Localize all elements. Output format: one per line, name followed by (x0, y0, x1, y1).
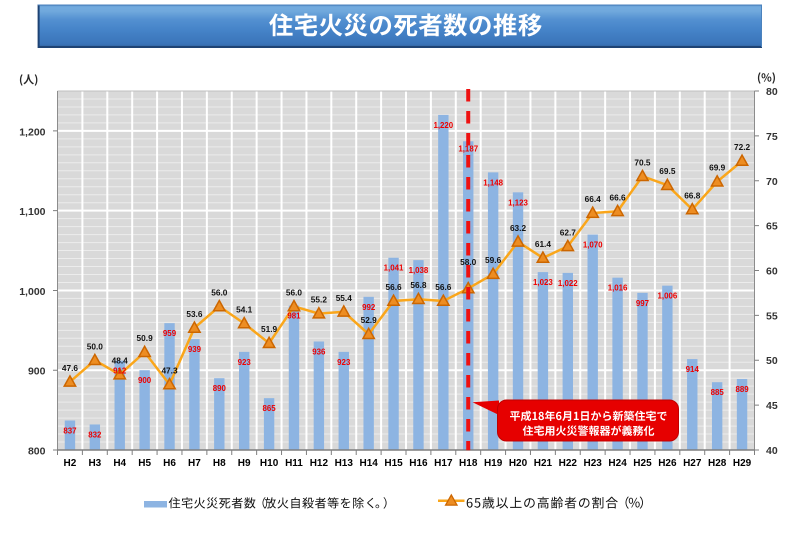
svg-text:939: 939 (188, 345, 202, 354)
svg-text:900: 900 (28, 366, 46, 378)
svg-text:47.3: 47.3 (161, 365, 178, 375)
svg-text:62.7: 62.7 (560, 227, 577, 237)
svg-text:H27: H27 (683, 458, 702, 469)
svg-text:53.6: 53.6 (186, 309, 203, 319)
svg-text:997: 997 (636, 299, 650, 308)
svg-text:58.0: 58.0 (460, 257, 477, 267)
svg-text:1,100: 1,100 (19, 206, 45, 218)
svg-text:80: 80 (766, 86, 778, 98)
svg-text:H10: H10 (260, 458, 279, 469)
svg-text:1,023: 1,023 (533, 278, 553, 287)
svg-text:1,006: 1,006 (658, 292, 678, 301)
svg-text:72.2: 72.2 (734, 142, 751, 152)
svg-text:54.1: 54.1 (236, 304, 253, 314)
svg-text:900: 900 (138, 376, 152, 385)
svg-text:1,022: 1,022 (558, 279, 578, 288)
svg-text:H19: H19 (484, 458, 503, 469)
svg-text:800: 800 (28, 446, 46, 458)
svg-text:H23: H23 (584, 458, 603, 469)
svg-text:1,038: 1,038 (409, 266, 429, 275)
svg-text:H4: H4 (113, 458, 126, 469)
svg-text:H17: H17 (434, 458, 453, 469)
svg-text:55.4: 55.4 (336, 293, 353, 303)
svg-text:69.5: 69.5 (659, 166, 676, 176)
svg-text:55.2: 55.2 (311, 295, 328, 305)
svg-text:H28: H28 (708, 458, 727, 469)
svg-text:66.4: 66.4 (585, 194, 602, 204)
svg-text:H24: H24 (608, 458, 627, 469)
svg-text:45: 45 (766, 400, 778, 412)
svg-text:936: 936 (312, 348, 326, 357)
svg-text:959: 959 (163, 329, 177, 338)
svg-text:885: 885 (711, 388, 725, 397)
svg-text:992: 992 (362, 303, 376, 312)
svg-text:914: 914 (686, 365, 700, 374)
svg-text:837: 837 (63, 426, 77, 435)
svg-text:890: 890 (213, 384, 227, 393)
svg-text:40: 40 (766, 445, 778, 457)
svg-text:50.9: 50.9 (137, 333, 154, 343)
svg-text:66.6: 66.6 (610, 192, 627, 202)
svg-text:50.0: 50.0 (87, 341, 104, 351)
svg-text:75: 75 (766, 131, 778, 143)
svg-text:H29: H29 (733, 458, 752, 469)
svg-text:1,000: 1,000 (19, 286, 45, 298)
svg-text:65: 65 (766, 221, 778, 233)
svg-text:1,041: 1,041 (384, 264, 404, 273)
svg-text:51.9: 51.9 (261, 324, 278, 334)
svg-text:56.0: 56.0 (286, 287, 303, 297)
svg-text:56.6: 56.6 (435, 282, 452, 292)
svg-text:H25: H25 (633, 458, 652, 469)
svg-text:865: 865 (263, 404, 277, 413)
svg-text:981: 981 (287, 312, 301, 321)
svg-text:H22: H22 (559, 458, 578, 469)
svg-text:H13: H13 (335, 458, 354, 469)
svg-text:48.4: 48.4 (112, 356, 129, 366)
svg-text:66.8: 66.8 (684, 190, 701, 200)
svg-text:H12: H12 (310, 458, 329, 469)
svg-text:832: 832 (88, 430, 102, 439)
svg-text:1,070: 1,070 (583, 241, 603, 250)
svg-text:63.2: 63.2 (510, 223, 527, 233)
svg-text:56.8: 56.8 (410, 280, 427, 290)
svg-text:H26: H26 (658, 458, 677, 469)
svg-text:912: 912 (113, 367, 127, 376)
svg-text:H15: H15 (384, 458, 403, 469)
svg-text:1,016: 1,016 (608, 284, 628, 293)
svg-text:56.6: 56.6 (385, 282, 402, 292)
svg-text:1,200: 1,200 (19, 126, 45, 138)
svg-text:1,123: 1,123 (508, 198, 528, 207)
svg-text:1,220: 1,220 (433, 121, 453, 130)
svg-text:H3: H3 (88, 458, 101, 469)
svg-text:H6: H6 (163, 458, 176, 469)
svg-text:H11: H11 (285, 458, 303, 469)
svg-text:47.6: 47.6 (62, 363, 79, 373)
svg-text:1,148: 1,148 (483, 178, 503, 187)
svg-text:H18: H18 (459, 458, 478, 469)
svg-text:H16: H16 (409, 458, 428, 469)
svg-text:923: 923 (337, 358, 351, 367)
svg-text:56.0: 56.0 (211, 287, 228, 297)
svg-text:59.6: 59.6 (485, 255, 502, 265)
svg-text:61.4: 61.4 (535, 239, 552, 249)
svg-text:H20: H20 (509, 458, 528, 469)
svg-text:H14: H14 (359, 458, 378, 469)
svg-text:69.9: 69.9 (709, 163, 726, 173)
svg-text:H2: H2 (64, 458, 77, 469)
svg-text:923: 923 (238, 358, 252, 367)
svg-text:H8: H8 (213, 458, 226, 469)
svg-text:H7: H7 (188, 458, 201, 469)
svg-text:55: 55 (766, 310, 778, 322)
svg-text:1,187: 1,187 (458, 144, 478, 153)
svg-text:52.9: 52.9 (361, 315, 378, 325)
svg-text:70.5: 70.5 (634, 157, 651, 167)
svg-text:889: 889 (735, 385, 749, 394)
svg-text:H9: H9 (238, 458, 251, 469)
svg-text:70: 70 (766, 176, 778, 188)
svg-text:H5: H5 (138, 458, 151, 469)
svg-text:60: 60 (766, 266, 778, 278)
svg-text:H21: H21 (534, 458, 553, 469)
svg-text:50: 50 (766, 355, 778, 367)
